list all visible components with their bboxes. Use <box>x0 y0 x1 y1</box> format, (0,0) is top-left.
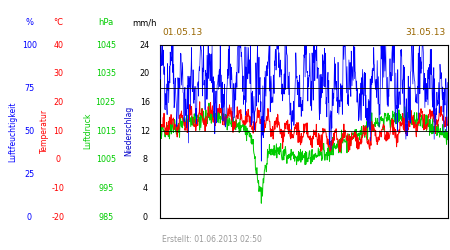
Text: 1015: 1015 <box>96 127 116 136</box>
Text: 100: 100 <box>22 40 37 50</box>
Text: 25: 25 <box>24 170 34 179</box>
Text: 10: 10 <box>54 127 63 136</box>
Text: Luftfeuchtigkeit: Luftfeuchtigkeit <box>8 101 17 162</box>
Text: 20: 20 <box>54 98 63 107</box>
Text: 8: 8 <box>142 156 148 164</box>
Text: 1005: 1005 <box>96 156 116 164</box>
Text: 0: 0 <box>142 213 148 222</box>
Text: 0: 0 <box>56 156 61 164</box>
Text: Erstellt: 01.06.2013 02:50: Erstellt: 01.06.2013 02:50 <box>162 236 262 244</box>
Text: 985: 985 <box>98 213 113 222</box>
Text: 40: 40 <box>54 40 63 50</box>
Text: Luftdruck: Luftdruck <box>83 113 92 150</box>
Text: mm/h: mm/h <box>133 18 157 27</box>
Text: °C: °C <box>54 18 63 27</box>
Text: 995: 995 <box>98 184 113 193</box>
Text: 75: 75 <box>24 84 34 92</box>
Text: 1035: 1035 <box>96 69 116 78</box>
Text: -10: -10 <box>52 184 65 193</box>
Text: 50: 50 <box>24 127 34 136</box>
Text: 30: 30 <box>54 69 63 78</box>
Text: 20: 20 <box>140 69 150 78</box>
Text: 31.05.13: 31.05.13 <box>405 28 446 37</box>
Text: 24: 24 <box>140 40 150 50</box>
Text: 16: 16 <box>140 98 150 107</box>
Text: Niederschlag: Niederschlag <box>124 106 133 156</box>
Text: 0: 0 <box>27 213 32 222</box>
Text: hPa: hPa <box>98 18 113 27</box>
Text: 4: 4 <box>142 184 148 193</box>
Text: 1045: 1045 <box>96 40 116 50</box>
Text: 01.05.13: 01.05.13 <box>162 28 202 37</box>
Text: 1025: 1025 <box>95 98 116 107</box>
Text: %: % <box>25 18 33 27</box>
Text: 12: 12 <box>140 127 150 136</box>
Text: -20: -20 <box>52 213 65 222</box>
Text: Temperatur: Temperatur <box>40 109 49 153</box>
